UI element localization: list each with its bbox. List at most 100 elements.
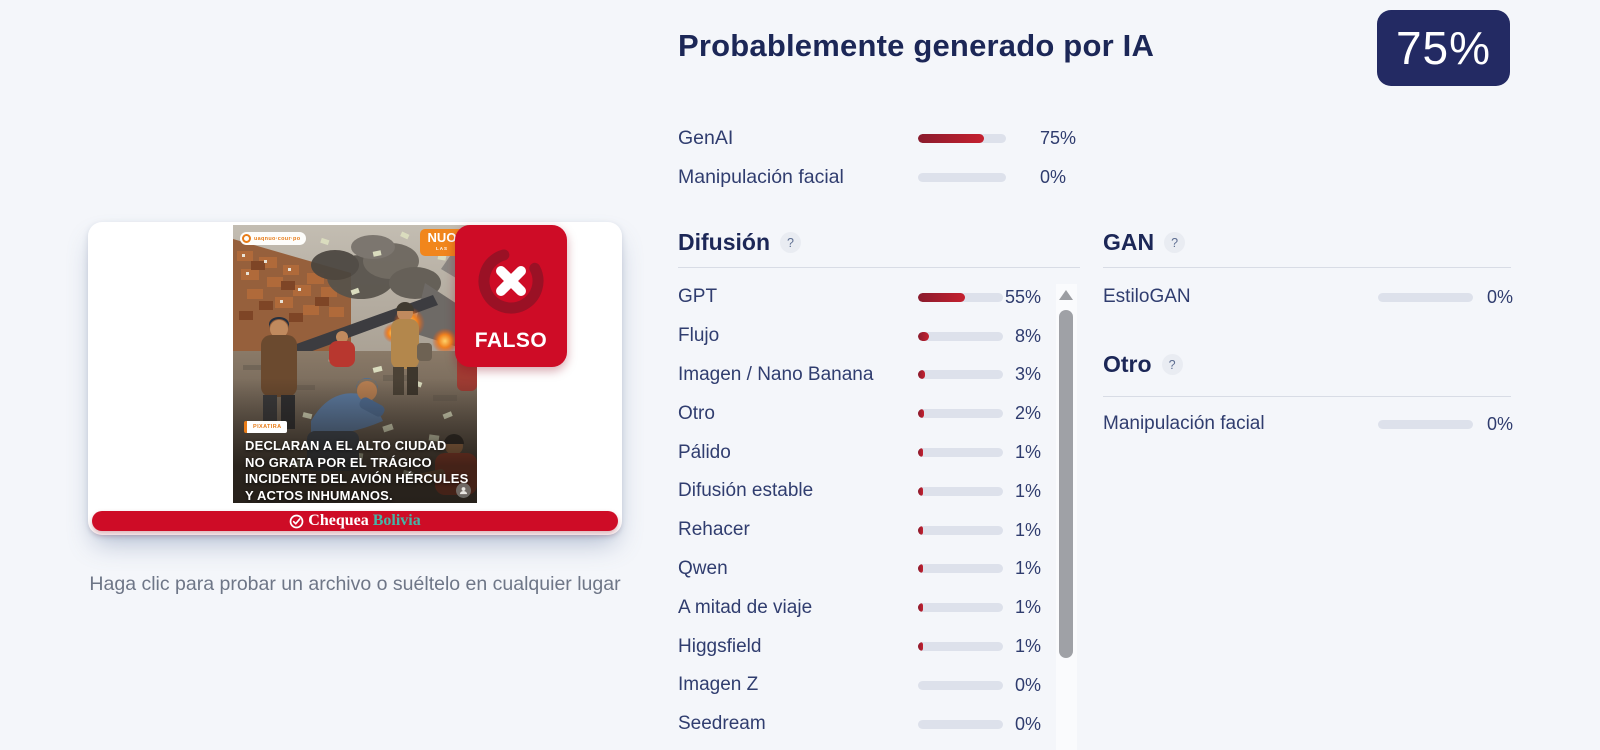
model-row: Imagen / Nano Banana 3% [678,356,1041,395]
summary-row-face: Manipulación facial 0% [678,158,1098,197]
otro-help-icon[interactable]: ? [1161,354,1183,375]
scrollbar-thumb[interactable] [1059,310,1073,658]
scroll-up-arrow-icon[interactable] [1059,290,1073,300]
model-pct: 1% [1014,519,1041,540]
model-label: Otro [678,402,715,424]
model-label: GPT [678,286,718,308]
upload-preview-card[interactable]: uaqnuo·cour·po NUO LAS PIXATIRA DECLARAN… [88,222,622,535]
model-pct: 55% [1004,286,1041,307]
otro-title: Otro [1103,351,1152,377]
summary-pct: 75% [1040,128,1077,148]
model-bar [1378,292,1473,302]
person-icon [459,487,468,495]
false-x-icon [478,248,544,314]
model-pct: 0% [1014,713,1041,734]
model-label: Rehacer [678,519,750,541]
model-row: A mitad de viaje 1% [678,588,1041,627]
otro-row: Manipulación facial 0% [1103,405,1514,443]
brand-bolivia: Bolivia [372,512,421,529]
difusion-help-icon[interactable]: ? [780,232,801,253]
model-pct: 1% [1014,442,1041,463]
difusion-header: Difusión ? [678,229,801,256]
model-pct: 0% [1487,286,1514,307]
difusion-title: Difusión [678,229,770,255]
photo-watermark-pill: uaqnuo·cour·po [240,232,307,245]
model-pct: 0% [1487,413,1514,434]
model-label: Imagen / Nano Banana [678,363,874,385]
model-row: Flujo 8% [678,317,1041,356]
difusion-divider [678,267,1080,268]
model-label: A mitad de viaje [678,596,813,618]
model-row: Otro 2% [678,394,1041,433]
model-bar [1378,419,1473,429]
model-row: Rehacer 1% [678,511,1041,550]
model-pct: 1% [1014,558,1041,579]
avatar [456,483,471,498]
photo-caption-shade [233,377,477,503]
model-row: Seedream 0% [678,705,1041,744]
check-circle-icon [289,514,304,528]
model-pct: 1% [1014,636,1041,657]
photo-caption: DECLARAN A EL ALTO CIUDAD NO GRATA POR E… [245,438,469,503]
model-label: Manipulación facial [1103,413,1265,434]
difusion-model-list: GPT 55% Flujo 8% Imagen / Nano Banana 3%… [678,278,1041,750]
chequea-bolivia-bar: Chequea Bolivia [92,511,618,531]
model-bar [918,564,1003,574]
model-row: Imagen Z 0% [678,666,1041,705]
summary-label: Manipulación facial [678,166,844,188]
model-bar [918,292,1003,302]
otro-divider [1103,396,1511,397]
model-label: Seedream [678,713,766,735]
model-pct: 1% [1014,597,1041,618]
gan-help-icon[interactable]: ? [1164,232,1186,253]
model-label: Qwen [678,557,728,579]
model-pct: 1% [1014,480,1041,501]
upload-hint: Haga clic para probar un archivo o suélt… [89,573,621,595]
summary-pct: 0% [1040,167,1067,187]
model-bar [918,680,1003,690]
model-bar [918,370,1003,380]
model-label: Higgsfield [678,635,762,657]
difusion-scrollbar[interactable] [1056,284,1077,750]
model-row: Qwen 1% [678,550,1041,589]
model-pct: 8% [1014,325,1041,346]
model-bar [918,409,1003,419]
watermark-icon [242,234,251,243]
falso-label: FALSO [474,329,548,352]
model-row: GPT 55% [678,278,1041,317]
model-row: Higgsfield 1% [678,627,1041,666]
model-bar [918,719,1003,729]
model-bar [918,642,1003,652]
model-row: Pálido 1% [678,433,1041,472]
model-label: Imagen Z [678,674,759,696]
summary-scores: GenAI 75% Manipulación facial 0% [678,119,1098,197]
summary-label: GenAI [678,127,734,149]
model-pct: 3% [1014,364,1041,385]
gan-divider [1103,267,1511,268]
page-title: Probablemente generado por IA [678,28,1155,63]
gan-header: GAN ? [1103,229,1186,256]
summary-bar [918,134,1006,143]
model-pct: 2% [1014,403,1041,424]
falso-stamp: FALSO [455,225,567,367]
model-label: EstiloGAN [1103,286,1191,307]
photo-tag: PIXATIRA [253,424,282,430]
model-label: Flujo [678,325,720,347]
model-bar [918,331,1003,341]
model-pct: 0% [1014,674,1041,695]
summary-bar [918,173,1006,182]
brand-chequea: Chequea [308,512,369,529]
model-label: Pálido [678,441,731,463]
overall-score-badge: 75% [1377,10,1510,86]
gan-title: GAN [1103,229,1155,255]
summary-row-genai: GenAI 75% [678,119,1098,158]
model-row: Difusión estable 1% [678,472,1041,511]
otro-header: Otro ? [1103,351,1183,378]
photo-tag-pill: PIXATIRA [244,421,288,433]
model-bar [918,603,1003,613]
model-label: Difusión estable [678,480,814,502]
model-bar [918,525,1003,535]
model-bar [918,448,1003,458]
gan-row: EstiloGAN 0% [1103,278,1514,316]
